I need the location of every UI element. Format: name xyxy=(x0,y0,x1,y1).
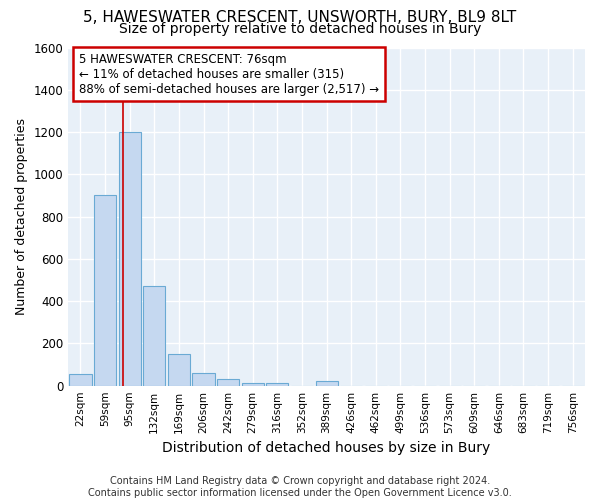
Bar xyxy=(193,373,215,386)
Y-axis label: Number of detached properties: Number of detached properties xyxy=(15,118,28,315)
Bar xyxy=(94,196,116,386)
Text: Size of property relative to detached houses in Bury: Size of property relative to detached ho… xyxy=(119,22,481,36)
Bar xyxy=(143,286,166,386)
Bar xyxy=(217,380,239,386)
Bar xyxy=(266,382,289,386)
X-axis label: Distribution of detached houses by size in Bury: Distribution of detached houses by size … xyxy=(163,441,491,455)
Bar xyxy=(242,382,264,386)
Bar xyxy=(70,374,92,386)
Text: 5 HAWESWATER CRESCENT: 76sqm
← 11% of detached houses are smaller (315)
88% of s: 5 HAWESWATER CRESCENT: 76sqm ← 11% of de… xyxy=(79,52,379,96)
Bar xyxy=(119,132,141,386)
Bar xyxy=(316,382,338,386)
Bar xyxy=(168,354,190,386)
Text: 5, HAWESWATER CRESCENT, UNSWORTH, BURY, BL9 8LT: 5, HAWESWATER CRESCENT, UNSWORTH, BURY, … xyxy=(83,10,517,25)
Text: Contains HM Land Registry data © Crown copyright and database right 2024.
Contai: Contains HM Land Registry data © Crown c… xyxy=(88,476,512,498)
